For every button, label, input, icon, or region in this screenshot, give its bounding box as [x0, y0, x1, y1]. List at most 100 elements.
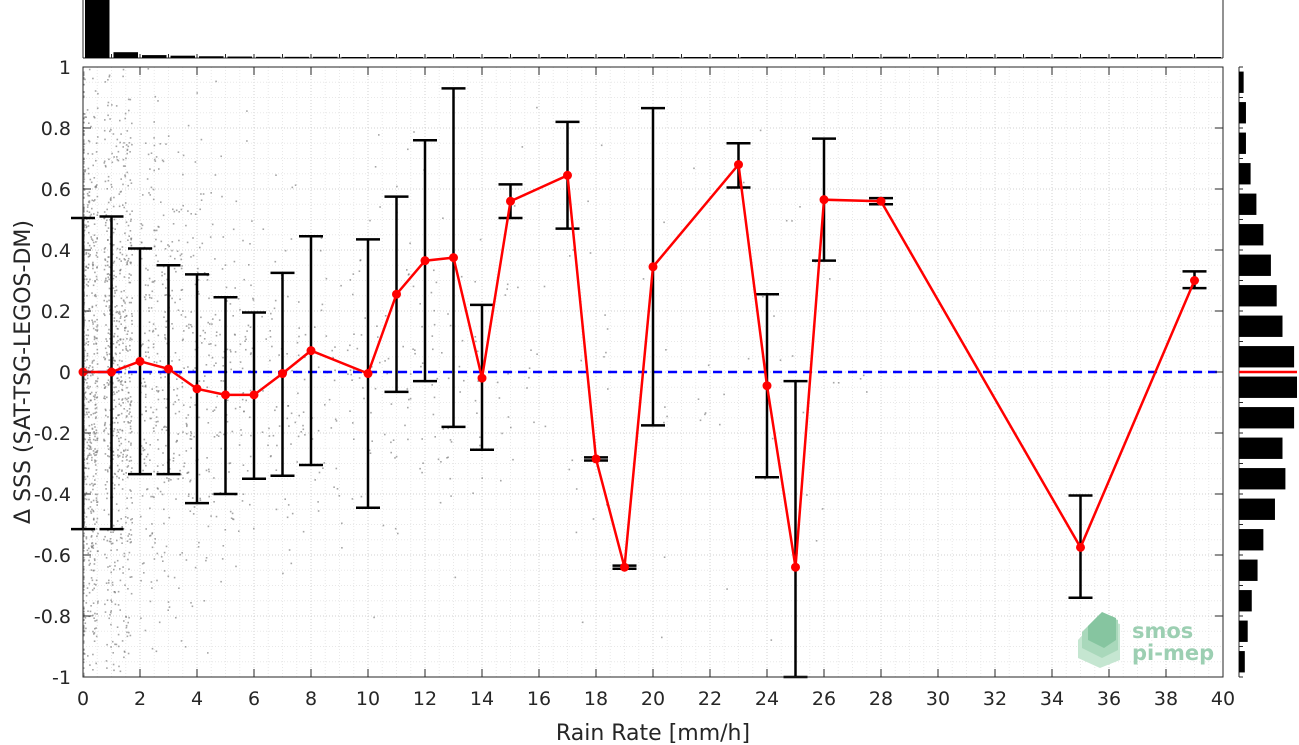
- scatter-point: [115, 346, 117, 349]
- y-tick-label: -0.4: [34, 484, 71, 506]
- scatter-point: [93, 245, 96, 247]
- scatter-point: [346, 349, 349, 352]
- scatter-point: [127, 350, 129, 352]
- scatter-point: [84, 396, 87, 399]
- scatter-point: [275, 469, 278, 471]
- scatter-point: [246, 330, 248, 332]
- scatter-point: [157, 439, 159, 441]
- scatter-point: [771, 437, 774, 440]
- scatter-point: [506, 288, 508, 290]
- scatter-point: [108, 305, 111, 307]
- scatter-point: [127, 421, 129, 423]
- scatter-point: [144, 629, 147, 632]
- scatter-point: [91, 372, 94, 375]
- scatter-point: [112, 343, 115, 345]
- scatter-point: [198, 541, 200, 544]
- scatter-point: [83, 575, 85, 578]
- scatter-point: [103, 129, 106, 132]
- scatter-point: [95, 584, 97, 586]
- scatter-point: [442, 217, 444, 219]
- scatter-point: [246, 110, 248, 112]
- scatter-point: [118, 403, 121, 405]
- scatter-point: [412, 285, 415, 288]
- scatter-point: [290, 443, 292, 445]
- scatter-point: [447, 377, 450, 380]
- scatter-point: [83, 556, 85, 559]
- scatter-point: [220, 380, 222, 382]
- scatter-point: [95, 254, 98, 257]
- scatter-point: [84, 622, 87, 624]
- scatter-point: [108, 383, 110, 385]
- scatter-point: [160, 376, 162, 379]
- scatter-point: [116, 320, 118, 322]
- scatter-point: [198, 293, 200, 295]
- scatter-point: [142, 447, 144, 449]
- scatter-point: [128, 277, 130, 279]
- scatter-point: [97, 377, 99, 380]
- scatter-point: [104, 347, 107, 350]
- scatter-point: [126, 410, 129, 412]
- scatter-point: [83, 180, 85, 182]
- scatter-point: [697, 398, 700, 400]
- scatter-point: [237, 298, 240, 300]
- scatter-point: [188, 327, 190, 329]
- scatter-point: [779, 359, 782, 361]
- scatter-point: [96, 450, 98, 453]
- scatter-point: [203, 600, 206, 602]
- scatter-point: [94, 627, 96, 630]
- scatter-point: [218, 319, 221, 321]
- scatter-point: [128, 377, 131, 379]
- scatter-point: [92, 488, 94, 491]
- scatter-point: [224, 529, 227, 531]
- scatter-point: [501, 432, 503, 435]
- scatter-point: [114, 561, 116, 564]
- scatter-point: [95, 142, 98, 144]
- scatter-point: [120, 260, 122, 262]
- scatter-point: [119, 119, 121, 122]
- scatter-point: [178, 239, 180, 242]
- scatter-point: [84, 269, 87, 271]
- scatter-point: [207, 321, 209, 324]
- scatter-point: [83, 169, 85, 171]
- scatter-point: [110, 542, 113, 545]
- scatter-point: [126, 454, 128, 457]
- scatter-point: [97, 136, 99, 138]
- scatter-point: [126, 476, 129, 479]
- scatter-point: [104, 484, 107, 486]
- scatter-point: [226, 348, 229, 351]
- scatter-point: [791, 355, 794, 357]
- scatter-point: [142, 469, 144, 472]
- scatter-point: [369, 219, 371, 222]
- scatter-point: [107, 239, 109, 241]
- scatter-point: [91, 459, 93, 461]
- y-tick-label: 0.6: [41, 179, 71, 201]
- scatter-point: [199, 246, 201, 249]
- scatter-point: [396, 185, 398, 188]
- scatter-point: [349, 369, 352, 371]
- scatter-point: [165, 545, 168, 548]
- scatter-point: [113, 428, 116, 430]
- scatter-point: [157, 420, 159, 423]
- scatter-point: [96, 613, 98, 615]
- scatter-point: [87, 369, 89, 372]
- scatter-point: [183, 462, 186, 464]
- scatter-point: [103, 217, 105, 220]
- scatter-point: [103, 162, 106, 164]
- scatter-point: [106, 599, 109, 601]
- x-tick-label: 10: [356, 688, 380, 710]
- x-tick-label: 34: [1040, 688, 1064, 710]
- scatter-point: [221, 268, 224, 270]
- scatter-point: [83, 71, 85, 73]
- scatter-point: [95, 521, 98, 523]
- scatter-point: [213, 436, 216, 438]
- scatter-point: [384, 360, 386, 362]
- scatter-point: [107, 264, 109, 267]
- scatter-point: [89, 434, 91, 436]
- scatter-point: [95, 241, 97, 243]
- scatter-point: [311, 417, 314, 419]
- scatter-point: [384, 433, 386, 436]
- scatter-point: [140, 382, 143, 384]
- scatter-point: [104, 421, 107, 424]
- scatter-point: [120, 518, 122, 520]
- scatter-point: [104, 385, 107, 388]
